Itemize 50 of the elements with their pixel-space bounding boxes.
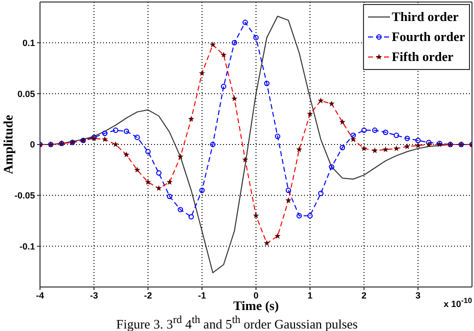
point — [134, 134, 140, 140]
point — [286, 188, 292, 194]
point — [220, 84, 226, 90]
point — [404, 136, 410, 142]
point — [264, 80, 270, 86]
text: x 10$^{-10}$ — [444, 296, 472, 309]
y-tick-label: 0 — [30, 140, 35, 150]
point — [210, 142, 216, 148]
point — [328, 164, 334, 170]
caption: Figure 3. 3$^{rd}$ 4$^{th}$ and 5$^{th}$ order Gaussian pulses — [115, 313, 359, 331]
x-axis-title: Time (s) — [233, 298, 279, 313]
y-tick-label: -0.05 — [14, 190, 35, 201]
y-tick-label: -0.1 — [19, 241, 35, 252]
legend-label: Third order — [392, 9, 459, 25]
point — [102, 130, 108, 136]
point — [361, 128, 367, 133]
point — [178, 206, 184, 212]
x-tick-label: 3 — [415, 290, 421, 300]
point — [382, 130, 388, 135]
point — [232, 40, 238, 46]
y-axis-title: Amplitude — [0, 114, 16, 174]
point — [340, 144, 346, 150]
legend-label: Fourth order — [392, 29, 465, 45]
point — [199, 188, 205, 194]
point — [274, 134, 280, 140]
point — [296, 213, 302, 218]
point — [415, 138, 421, 144]
y-tick-label: 0.05 — [17, 88, 35, 99]
x-tick-label: 1 — [307, 290, 313, 300]
y-tick-label: 0.1 — [22, 38, 35, 48]
x-tick-label: 0 — [253, 290, 259, 300]
point — [124, 128, 130, 134]
point — [318, 190, 324, 196]
point — [372, 128, 378, 133]
point — [145, 148, 151, 154]
point — [307, 213, 313, 218]
point — [166, 194, 172, 200]
point — [394, 132, 400, 138]
x-tick-label: -2 — [144, 290, 152, 300]
point — [242, 20, 248, 26]
point — [156, 170, 162, 176]
point — [350, 132, 356, 138]
x-tick-label: -3 — [90, 290, 98, 300]
x-tick-label: -4 — [36, 290, 44, 300]
point — [112, 128, 118, 133]
point — [253, 34, 259, 40]
x-tick-label: 2 — [361, 290, 367, 300]
legend-label: Fifth order — [392, 49, 454, 65]
point — [188, 214, 194, 220]
x-tick-label: -1 — [198, 290, 206, 300]
